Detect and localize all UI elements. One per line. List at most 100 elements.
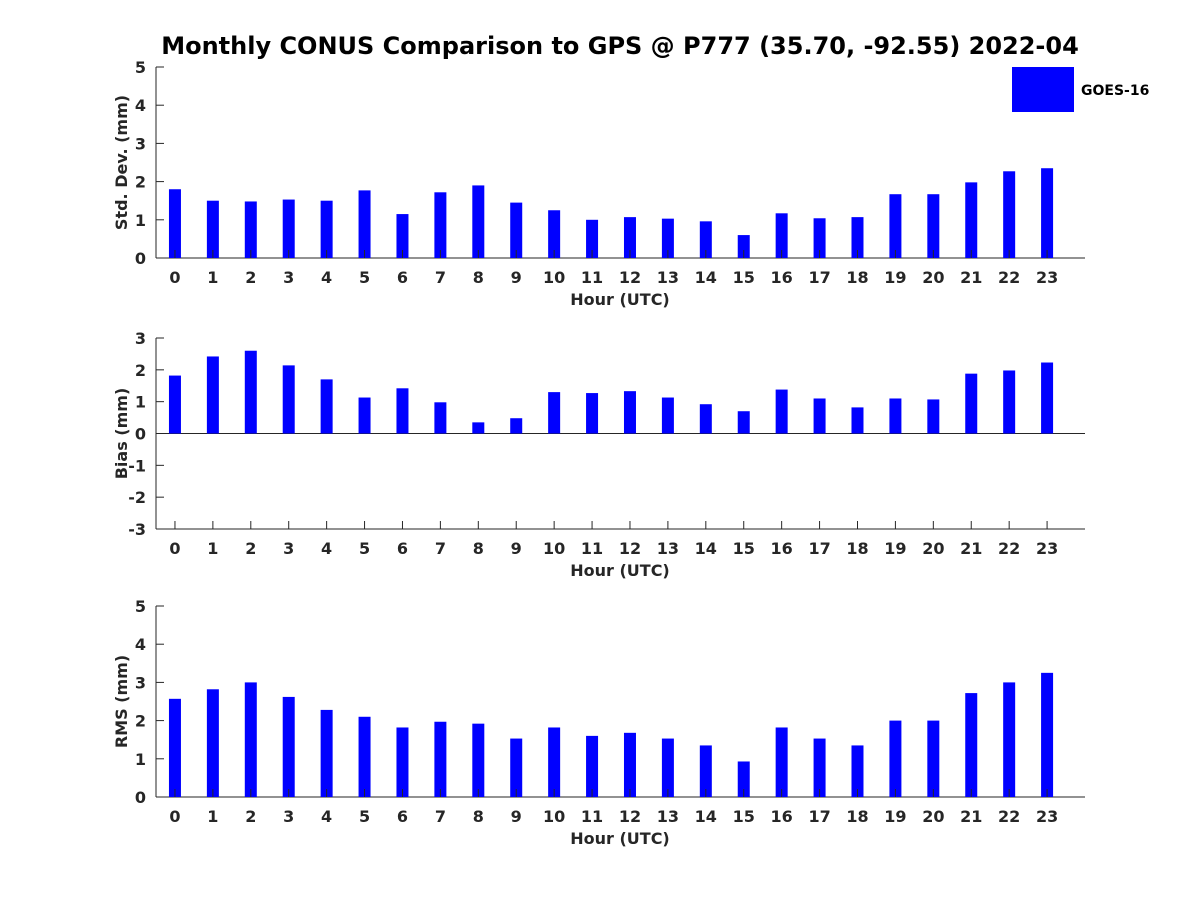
bias-bar-hour-9 [510, 418, 523, 434]
legend-label-goes-16: GOES-16 [1081, 83, 1149, 99]
std-dev-x-tick-label: 2 [245, 268, 256, 287]
rms-bar-hour-3 [282, 696, 295, 797]
std-dev-bar-hour-3 [282, 199, 295, 258]
rms-y-tick-label: 3 [135, 673, 146, 692]
rms-bar-hour-4 [320, 709, 333, 797]
bias-x-tick-label: 23 [1036, 539, 1058, 558]
std-dev-bar-hour-21 [965, 182, 978, 258]
std-dev-bar-hour-11 [586, 219, 599, 258]
bias-y-tick-label: -2 [128, 488, 146, 507]
std-dev-y-tick-label: 3 [135, 134, 146, 153]
bias-x-tick-label: 3 [283, 539, 294, 558]
rms-bar-hour-14 [699, 745, 712, 797]
bias-x-tick-label: 12 [619, 539, 641, 558]
bias-x-tick-label: 22 [998, 539, 1020, 558]
std-dev-bar-hour-9 [510, 202, 523, 258]
rms-bar-hour-20 [927, 720, 940, 797]
bias-x-tick-label: 11 [581, 539, 603, 558]
std-dev-x-tick-label: 19 [884, 268, 906, 287]
rms-y-tick-label: 4 [135, 635, 146, 654]
rms-bar-hour-5 [358, 716, 371, 797]
bias-bar-hour-4 [320, 379, 333, 434]
rms-bar-hour-0 [168, 698, 181, 797]
std-dev-x-tick-label: 3 [283, 268, 294, 287]
std-dev-x-tick-label: 13 [657, 268, 679, 287]
bias-bar-hour-21 [965, 373, 978, 434]
rms-bar-hour-13 [661, 738, 674, 797]
bias-bar-hour-14 [699, 404, 712, 434]
std-dev-bar-hour-8 [472, 185, 485, 258]
bias-bar-hour-20 [927, 399, 940, 434]
std-dev-x-tick-label: 17 [808, 268, 830, 287]
std-dev-x-tick-label: 6 [397, 268, 408, 287]
rms-y-tick-label: 2 [135, 712, 146, 731]
bias-bar-hour-6 [396, 388, 409, 434]
rms-x-tick-label: 17 [808, 807, 830, 826]
bias-x-tick-label: 18 [846, 539, 868, 558]
bias-x-tick-label: 10 [543, 539, 565, 558]
bias-x-tick-label: 20 [922, 539, 944, 558]
std-dev-x-tick-label: 15 [733, 268, 755, 287]
std-dev-bar-hour-6 [396, 214, 409, 258]
rms-x-tick-label: 1 [207, 807, 218, 826]
rms-x-tick-label: 21 [960, 807, 982, 826]
bias-y-tick-label: 3 [135, 329, 146, 348]
bias-x-tick-label: 0 [169, 539, 180, 558]
rms-x-tick-label: 0 [169, 807, 180, 826]
bias-y-tick-label: -1 [128, 456, 146, 475]
std-dev-y-tick-label: 0 [135, 249, 146, 268]
bias-bar-hour-7 [434, 402, 447, 434]
rms-x-tick-label: 8 [473, 807, 484, 826]
bias-bar-hour-19 [889, 398, 902, 434]
bias-bar-hour-22 [1003, 370, 1016, 434]
std-dev-y-tick-label: 2 [135, 173, 146, 192]
bias-bar-hour-1 [206, 356, 219, 434]
rms-bar-hour-1 [206, 689, 219, 797]
std-dev-x-tick-label: 7 [435, 268, 446, 287]
legend-swatch-goes-16 [1012, 67, 1074, 112]
std-dev-bar-hour-12 [623, 217, 636, 258]
bias-x-tick-label: 4 [321, 539, 332, 558]
bias-x-tick-label: 15 [733, 539, 755, 558]
rms-bar-hour-8 [472, 723, 485, 797]
std-dev-bar-hour-20 [927, 194, 940, 258]
bias-x-tick-label: 14 [695, 539, 717, 558]
std-dev-bar-hour-17 [813, 218, 826, 258]
rms-x-tick-label: 12 [619, 807, 641, 826]
rms-bar-hour-7 [434, 721, 447, 797]
bias-bar-hour-18 [851, 407, 864, 434]
bias-bar-hour-0 [168, 375, 181, 434]
bias-x-tick-label: 6 [397, 539, 408, 558]
rms-bar-hour-2 [244, 682, 257, 797]
std-dev-x-tick-label: 14 [695, 268, 717, 287]
rms-bar-hour-10 [548, 727, 561, 797]
std-dev-bar-hour-1 [206, 200, 219, 258]
rms-x-tick-label: 19 [884, 807, 906, 826]
std-dev-bar-hour-2 [244, 201, 257, 258]
std-dev-x-tick-label: 22 [998, 268, 1020, 287]
bias-bar-hour-3 [282, 365, 295, 434]
rms-bar-hour-19 [889, 720, 902, 797]
rms-x-tick-label: 13 [657, 807, 679, 826]
rms-x-tick-label: 18 [846, 807, 868, 826]
std-dev-x-tick-label: 10 [543, 268, 565, 287]
bias-x-tick-label: 8 [473, 539, 484, 558]
rms-bar-hour-23 [1041, 672, 1054, 797]
bias-bar-hour-15 [737, 411, 750, 434]
rms-x-tick-label: 3 [283, 807, 294, 826]
std-dev-x-tick-label: 1 [207, 268, 218, 287]
bias-y-tick-label: 2 [135, 361, 146, 380]
std-dev-x-tick-label: 18 [846, 268, 868, 287]
std-dev-bar-hour-22 [1003, 171, 1016, 258]
bias-bar-hour-23 [1041, 362, 1054, 434]
rms-x-tick-label: 5 [359, 807, 370, 826]
std-dev-bar-hour-14 [699, 221, 712, 258]
rms-x-tick-label: 4 [321, 807, 332, 826]
rms-y-tick-label: 0 [135, 788, 146, 807]
rms-y-tick-label: 5 [135, 597, 146, 616]
chart-title: Monthly CONUS Comparison to GPS @ P777 (… [161, 32, 1079, 60]
std-dev-bar-hour-5 [358, 190, 371, 258]
rms-bar-hour-17 [813, 738, 826, 797]
